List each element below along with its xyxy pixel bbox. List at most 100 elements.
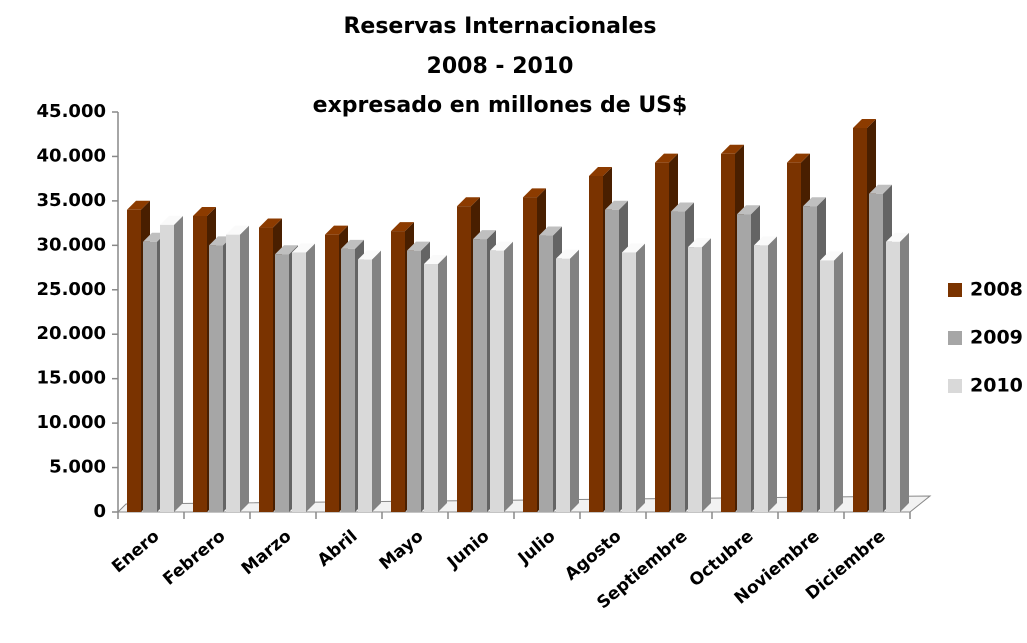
legend-swatch [948, 379, 962, 393]
bar [655, 162, 669, 512]
bar [671, 211, 685, 513]
bar-top [820, 251, 843, 261]
bar-top [292, 243, 315, 253]
bar [143, 241, 157, 512]
bar-side [636, 243, 645, 512]
y-tick-label: 45.000 [37, 101, 106, 122]
legend-label: 2010 [970, 375, 1023, 397]
bar-top [391, 222, 414, 232]
bar [160, 224, 174, 512]
bar [853, 128, 867, 512]
bar [259, 227, 273, 513]
bar-side [504, 241, 513, 512]
bar [457, 206, 471, 512]
bar-side [834, 251, 843, 512]
bar [539, 235, 553, 513]
chart-title: 2008 - 2010 [427, 54, 574, 79]
bar [209, 245, 223, 513]
bar-top [473, 230, 496, 240]
bar-top [556, 249, 579, 259]
bar [869, 193, 883, 512]
bar-side [768, 236, 777, 513]
bar-top [605, 200, 628, 210]
bar-top [622, 243, 645, 253]
bar-top [490, 241, 513, 251]
bar-top [803, 197, 826, 207]
x-tick-label: Mayo [376, 526, 428, 574]
bar-top [325, 225, 348, 235]
x-tick-label: Enero [108, 526, 163, 577]
bar-top [754, 236, 777, 246]
bar-top [358, 250, 381, 260]
bar-top [539, 226, 562, 236]
bar [622, 252, 636, 512]
bar [391, 231, 405, 512]
bar [721, 153, 735, 512]
bar-side [702, 238, 711, 512]
bar [490, 250, 504, 512]
bar [886, 241, 900, 512]
bar-side [438, 255, 447, 512]
bar-top [869, 184, 892, 194]
bar-top [424, 255, 447, 264]
bar [523, 197, 537, 513]
y-tick-label: 40.000 [37, 145, 106, 166]
y-tick-label: 35.000 [37, 190, 106, 211]
bar-top [341, 239, 364, 249]
bar [556, 258, 570, 512]
bar-top [787, 153, 810, 163]
chart-title: expresado en millones de US$ [313, 93, 688, 118]
bar-top [737, 205, 760, 215]
bar-top [127, 200, 150, 210]
x-tick-label: Junio [443, 526, 493, 573]
bar [424, 264, 438, 512]
bar-side [372, 250, 381, 513]
legend-swatch [948, 283, 962, 297]
bar-side [900, 232, 909, 512]
x-tick-label: Febrero [159, 526, 229, 589]
bar-top [721, 144, 744, 154]
y-tick-label: 0 [93, 501, 106, 522]
y-tick-label: 15.000 [37, 368, 106, 389]
y-tick-label: 5.000 [49, 457, 106, 478]
bar-top [407, 241, 430, 251]
bar-side [306, 243, 315, 512]
bar [820, 260, 834, 512]
bar [358, 259, 372, 512]
bar [407, 250, 421, 512]
bar [325, 234, 339, 512]
bar [688, 247, 702, 512]
y-tick-label: 25.000 [37, 279, 106, 300]
x-tick-label: Julio [514, 526, 560, 569]
bar [737, 214, 751, 512]
bar-side [174, 215, 183, 512]
bar-top [259, 218, 282, 228]
bar-side [570, 249, 579, 512]
bar-side [240, 225, 249, 512]
bar-top [523, 188, 546, 198]
x-tick-label: Marzo [238, 526, 296, 579]
bar-top [226, 225, 249, 235]
legend-label: 2009 [970, 327, 1023, 349]
x-tick-label: Abril [314, 526, 362, 570]
bar-top [589, 167, 612, 176]
bar [193, 216, 207, 512]
y-tick-label: 30.000 [37, 234, 106, 255]
bar [605, 209, 619, 512]
bar-top [275, 245, 298, 255]
bar-top [671, 202, 694, 212]
bar-top [655, 153, 678, 163]
bar-top [688, 238, 711, 248]
bar [787, 162, 801, 512]
bar-top [853, 119, 876, 128]
legend-swatch [948, 331, 962, 345]
bar-top [886, 232, 909, 242]
chart-title: Reservas Internacionales [343, 14, 656, 39]
bar [473, 239, 487, 512]
legend-label: 2008 [970, 279, 1023, 301]
bar-top [193, 207, 216, 216]
y-tick-label: 20.000 [37, 323, 106, 344]
bar [589, 176, 603, 512]
bar [275, 254, 289, 512]
